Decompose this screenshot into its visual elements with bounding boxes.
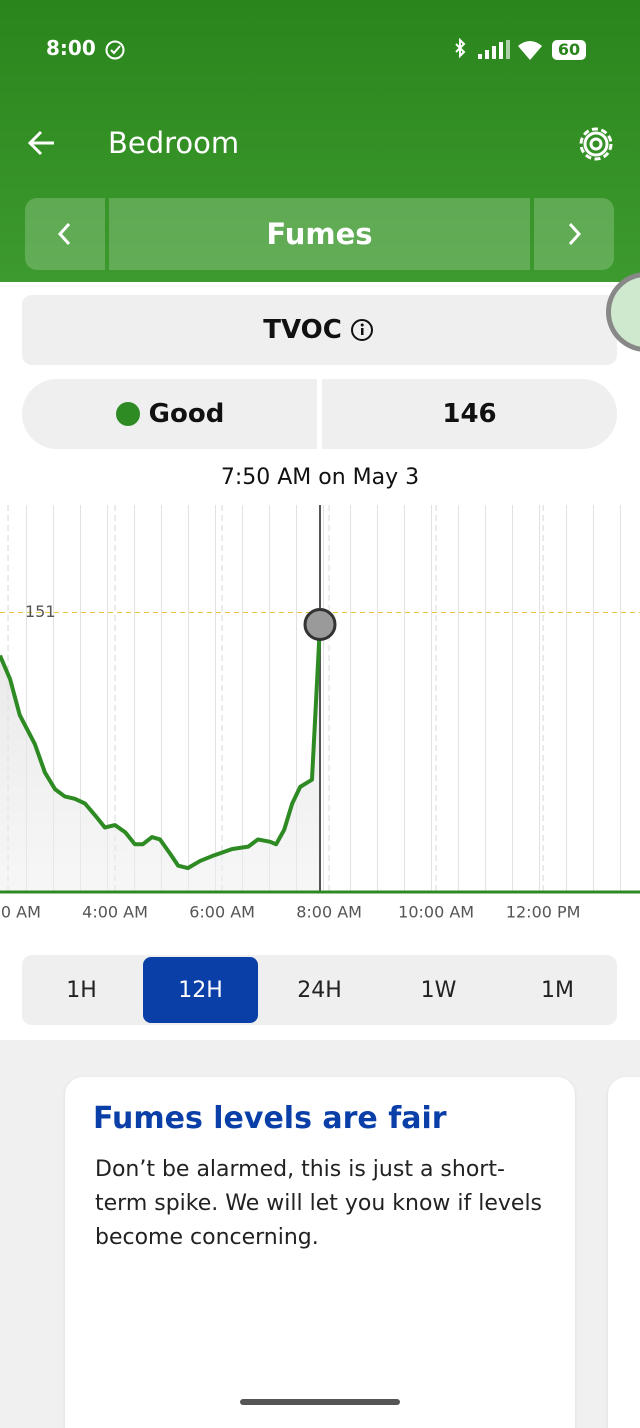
range-button[interactable]: 12H — [143, 957, 258, 1023]
metric-value: 146 — [442, 399, 497, 429]
x-tick-label: 2:00 AM — [0, 903, 41, 922]
range-selector: 1H 12H 24H 1W 1M — [22, 955, 617, 1025]
insights-area: Fumes levels are fair Don’t be alarmed, … — [0, 1040, 640, 1428]
clock: 8:00 — [46, 36, 96, 60]
battery: 60 — [552, 40, 586, 60]
info-icon[interactable] — [342, 315, 376, 345]
status-text: Good — [148, 399, 225, 429]
chart: 2:00 AM 4:00 AM 6:00 AM 8:00 AM 10:00 AM 12:0… — [0, 495, 640, 935]
check-icon — [105, 40, 125, 60]
chart-title: 7:50 AM on May 3 — [220, 465, 420, 490]
next-button[interactable] — [534, 198, 614, 270]
x-tick-label: 8:00 AM — [296, 903, 362, 922]
x-tick-label: 4:00 AM — [82, 903, 148, 922]
category-title: Fumes — [109, 198, 530, 270]
range-button[interactable]: 1W — [420, 977, 457, 1003]
room-title: Bedroom — [108, 126, 240, 160]
card-title: Fumes levels are fair — [93, 1101, 447, 1136]
settings-button[interactable] — [574, 122, 618, 166]
home-indicator — [240, 1399, 400, 1405]
insight-card: Fumes levels are fair Don’t be alarmed, … — [65, 1077, 575, 1428]
back-button[interactable] — [26, 128, 58, 158]
prev-button[interactable] — [25, 198, 105, 270]
reference-label: 151 — [25, 602, 56, 621]
range-button[interactable]: 24H — [297, 977, 342, 1003]
x-tick-label: 12:00 PM — [506, 903, 581, 922]
range-button[interactable]: 1H — [66, 977, 97, 1003]
line — [0, 624, 322, 871]
x-tick-label: 10:00 AM — [398, 903, 474, 922]
card-body: Don’t be alarmed, this is just a short-t… — [95, 1157, 543, 1250]
metric-name: TVOC — [263, 315, 342, 345]
value-box: 146 — [322, 379, 617, 449]
area — [0, 624, 320, 892]
next-card — [608, 1077, 640, 1428]
status-icons — [455, 38, 542, 60]
selected-point — [303, 607, 337, 641]
metric-box: TVOC — [22, 295, 617, 365]
x-tick-label: 6:00 AM — [189, 903, 255, 922]
header: 8:00 60 Bedroom Fumes — [0, 0, 640, 282]
status-dot — [115, 402, 140, 426]
range-button[interactable]: 1M — [541, 977, 574, 1003]
status-box: Good — [22, 379, 317, 449]
